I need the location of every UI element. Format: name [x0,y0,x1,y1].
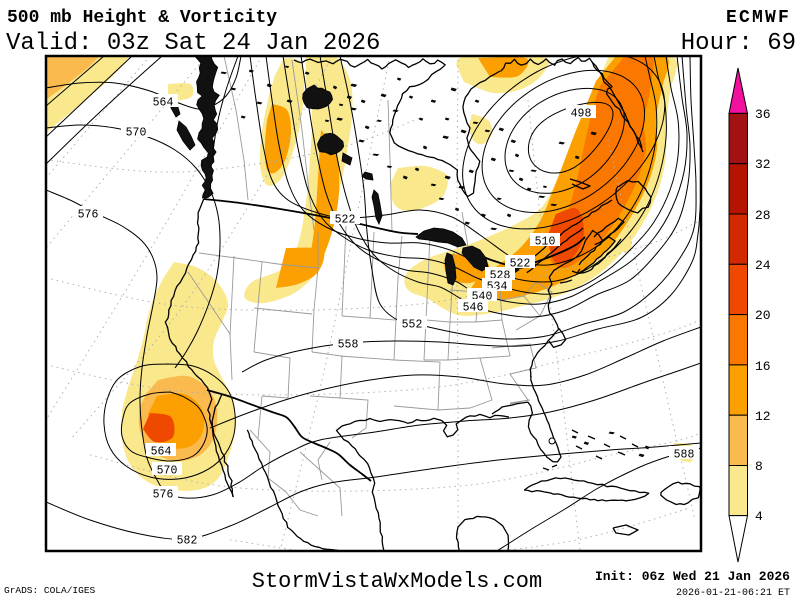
svg-text:8: 8 [755,459,763,474]
svg-text:Hour: 69: Hour: 69 [681,30,796,57]
svg-text:24: 24 [755,258,771,273]
svg-text:570: 570 [126,127,147,140]
svg-text:Valid: 03z Sat 24 Jan 2026: Valid: 03z Sat 24 Jan 2026 [6,30,380,57]
svg-text:16: 16 [755,359,771,374]
svg-text:546: 546 [463,302,484,315]
svg-text:500 mb Height & Vorticity: 500 mb Height & Vorticity [7,8,277,28]
svg-text:576: 576 [78,209,99,222]
svg-text:36: 36 [755,107,771,122]
svg-text:2026-01-21-06:21 ET: 2026-01-21-06:21 ET [676,588,790,599]
svg-text:570: 570 [157,465,178,478]
svg-text:32: 32 [755,157,771,172]
svg-text:StormVistaWxModels.com: StormVistaWxModels.com [252,569,542,594]
svg-text:510: 510 [535,236,556,249]
svg-text:582: 582 [177,535,198,548]
svg-text:28: 28 [755,208,771,223]
svg-text:558: 558 [338,339,359,352]
svg-text:4: 4 [755,509,763,524]
svg-text:552: 552 [402,319,423,332]
svg-text:576: 576 [153,489,174,502]
svg-text:564: 564 [151,446,172,459]
svg-text:20: 20 [755,308,771,323]
svg-text:ECMWF: ECMWF [726,8,791,28]
svg-text:522: 522 [335,214,356,227]
svg-text:588: 588 [674,449,695,462]
svg-text:Init: 06z Wed 21 Jan 2026: Init: 06z Wed 21 Jan 2026 [595,569,790,584]
svg-text:GrADS: COLA/IGES: GrADS: COLA/IGES [4,585,96,596]
svg-text:12: 12 [755,409,771,424]
svg-text:498: 498 [571,108,592,121]
svg-text:564: 564 [153,97,174,110]
